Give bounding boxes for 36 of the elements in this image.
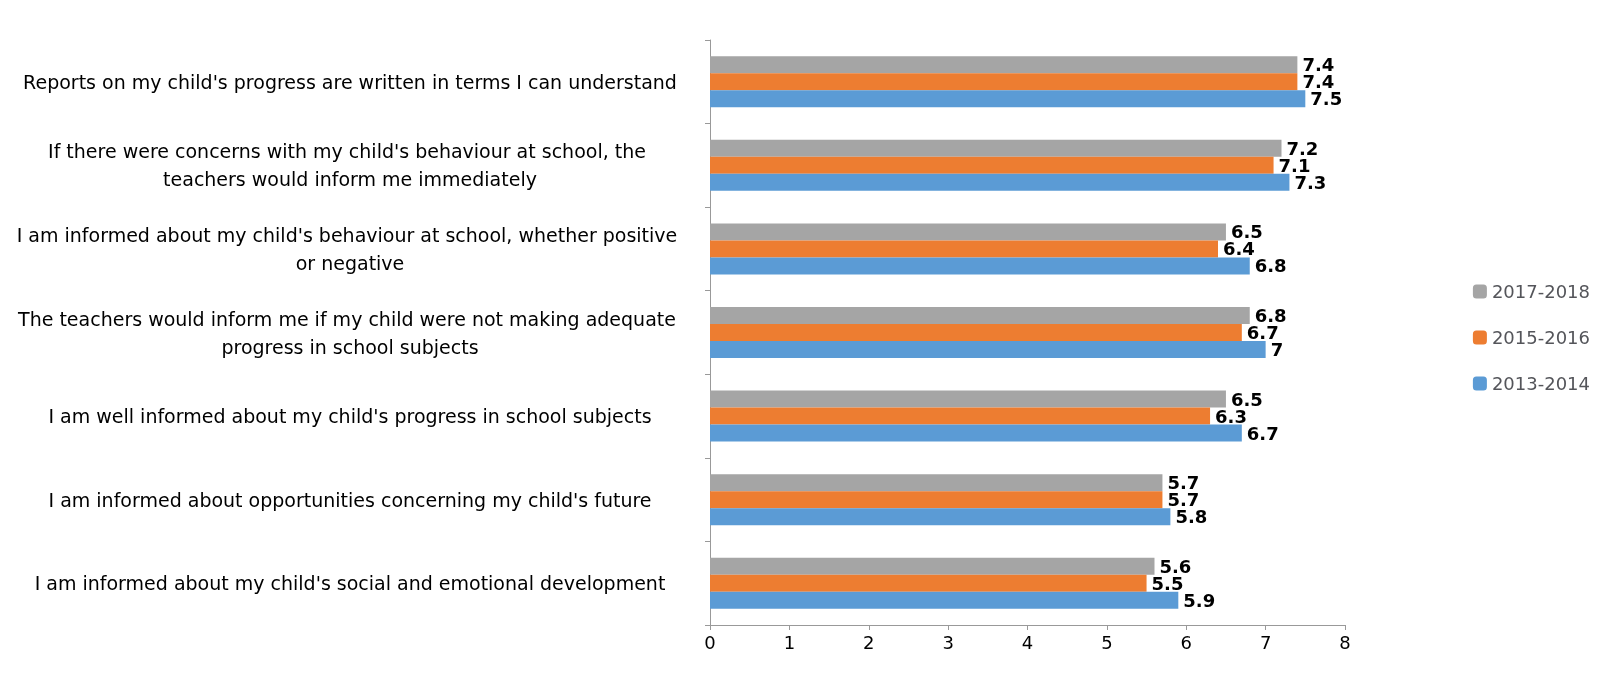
x-tick-label: 4 (1021, 631, 1034, 653)
y-tick-label: I am well informed about my child's progress in school subjects (48, 405, 652, 428)
legend-label: 2015-2016 (1491, 327, 1591, 348)
bar (710, 424, 1242, 442)
y-tick-label: I am informed about my child's behaviour at school, whether positive or negative (16, 223, 684, 274)
bar (710, 90, 1306, 108)
bar (710, 574, 1147, 592)
legend-label: 2013-2014 (1491, 373, 1591, 394)
x-tick-label: 6 (1180, 631, 1192, 653)
legend-label: 2017-2018 (1491, 281, 1591, 302)
data-label: 5.9 (1183, 589, 1216, 611)
bar (710, 341, 1266, 358)
x-tick-label: 1 (783, 631, 796, 653)
bar (710, 591, 1179, 609)
y-tick-label: I am informed about opportunities concerning my child's future (48, 488, 652, 511)
bar (710, 324, 1242, 341)
x-tick-label: 5 (1101, 631, 1113, 653)
x-tick-label: 8 (1339, 631, 1351, 653)
y-tick-label: I am informed about my child's social and emotional development (34, 572, 666, 595)
bar (710, 407, 1211, 425)
bar (710, 491, 1163, 509)
data-label: 6.7 (1246, 422, 1279, 444)
y-tick-label: If there were concerns with my child's behaviour at school, the teachers would inform me immediately (48, 140, 652, 191)
data-label: 6.8 (1254, 255, 1287, 277)
bar (710, 240, 1218, 258)
x-tick-label: 2 (863, 631, 875, 653)
bar (710, 73, 1298, 91)
bar (710, 508, 1171, 526)
y-tick-label: The teachers would inform me if my child were not making adequate progress in school subjects (17, 307, 682, 358)
x-tick-label: 7 (1259, 631, 1272, 653)
bar (710, 156, 1274, 174)
y-tick-label: Reports on my child's progress are written in terms I can understand (23, 70, 677, 93)
x-tick-label: 0 (704, 631, 716, 653)
bar (710, 173, 1290, 191)
x-tick-label: 3 (942, 631, 954, 653)
bar (710, 257, 1250, 275)
